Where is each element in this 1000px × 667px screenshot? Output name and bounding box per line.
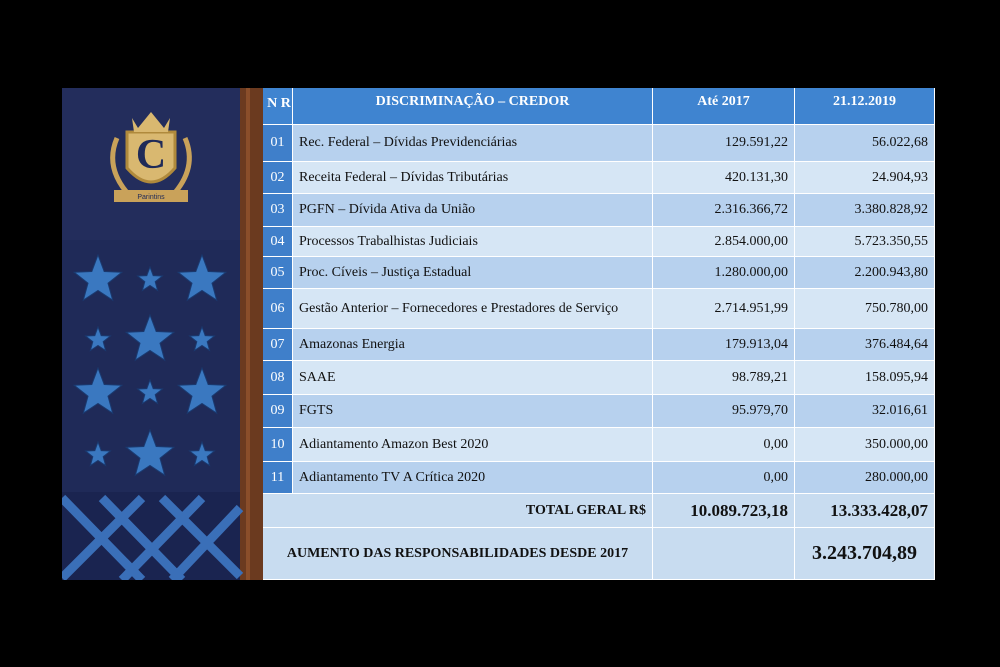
empty-cell	[653, 528, 795, 580]
row-number: 01	[263, 125, 293, 162]
slide: C Parintins N R DISCRIMINAÇÃO – CREDOR Até…	[62, 88, 935, 580]
header-cell: Até 2017	[653, 88, 795, 125]
creditor: Rec. Federal – Dívidas Previdenciárias	[293, 125, 653, 162]
header-cell: DISCRIMINAÇÃO – CREDOR	[293, 88, 653, 125]
amount: 24.904,93	[795, 162, 935, 194]
row-number: 09	[263, 395, 293, 428]
star	[136, 378, 164, 405]
amount: 158.095,94	[795, 361, 935, 395]
star	[84, 325, 112, 352]
crest-letter: C	[136, 132, 166, 178]
amount: 95.979,70	[653, 395, 795, 428]
amount: 1.280.000,00	[653, 257, 795, 289]
row-number: 06	[263, 289, 293, 329]
star	[188, 440, 216, 467]
increase-amount: 3.243.704,89	[795, 528, 935, 580]
creditor: SAAE	[293, 361, 653, 395]
increase-label: AUMENTO DAS RESPONSABILIDADES DESDE 2017	[263, 528, 653, 580]
amount: 3.380.828,92	[795, 194, 935, 227]
amount: 2.316.366,72	[653, 194, 795, 227]
amount: 179.913,04	[653, 329, 795, 361]
total-label: TOTAL GERAL R$	[263, 494, 653, 528]
total-amount: 10.089.723,18	[653, 494, 795, 528]
row-number: 03	[263, 194, 293, 227]
header-cell: 21.12.2019	[795, 88, 935, 125]
star	[124, 313, 176, 362]
row-number: 02	[263, 162, 293, 194]
amount: 129.591,22	[653, 125, 795, 162]
crest-motto: Parintins	[137, 194, 165, 201]
total-amount: 13.333.428,07	[795, 494, 935, 528]
star	[188, 325, 216, 352]
amount: 350.000,00	[795, 428, 935, 462]
rope	[62, 492, 244, 580]
creditor: Proc. Cíveis – Justiça Estadual	[293, 257, 653, 289]
amount: 420.131,30	[653, 162, 795, 194]
creditor: Amazonas Energia	[293, 329, 653, 361]
star	[84, 440, 112, 467]
amount: 0,00	[653, 462, 795, 494]
row-number: 10	[263, 428, 293, 462]
amount: 32.016,61	[795, 395, 935, 428]
amount: 0,00	[653, 428, 795, 462]
amount: 280.000,00	[795, 462, 935, 494]
stars	[72, 253, 228, 477]
star	[176, 366, 228, 415]
creditor: Receita Federal – Dívidas Tributárias	[293, 162, 653, 194]
header-cell: N R	[263, 88, 293, 125]
amount: 2.714.951,99	[653, 289, 795, 329]
amount: 2.854.000,00	[653, 227, 795, 257]
amount: 98.789,21	[653, 361, 795, 395]
creditor: PGFN – Dívida Ativa da União	[293, 194, 653, 227]
amount: 2.200.943,80	[795, 257, 935, 289]
star	[136, 265, 164, 292]
row-number: 11	[263, 462, 293, 494]
star	[72, 366, 124, 415]
row-number: 04	[263, 227, 293, 257]
amount: 5.723.350,55	[795, 227, 935, 257]
creditor: Processos Trabalhistas Judiciais	[293, 227, 653, 257]
creditor: Gestão Anterior – Fornecedores e Prestad…	[293, 289, 653, 329]
creditor: FGTS	[293, 395, 653, 428]
star	[176, 253, 228, 302]
amount: 376.484,64	[795, 329, 935, 361]
creditor: Adiantamento Amazon Best 2020	[293, 428, 653, 462]
star	[124, 428, 176, 477]
amount: 750.780,00	[795, 289, 935, 329]
row-number: 08	[263, 361, 293, 395]
debt-table: N R DISCRIMINAÇÃO – CREDOR Até 2017 21.12.2…	[263, 88, 935, 580]
amount: 56.022,68	[795, 125, 935, 162]
crest: C Parintins	[110, 112, 192, 202]
row-number: 07	[263, 329, 293, 361]
emblem-panel: C Parintins	[62, 88, 263, 580]
creditor: Adiantamento TV A Crítica 2020	[293, 462, 653, 494]
row-number: 05	[263, 257, 293, 289]
star	[72, 253, 124, 302]
